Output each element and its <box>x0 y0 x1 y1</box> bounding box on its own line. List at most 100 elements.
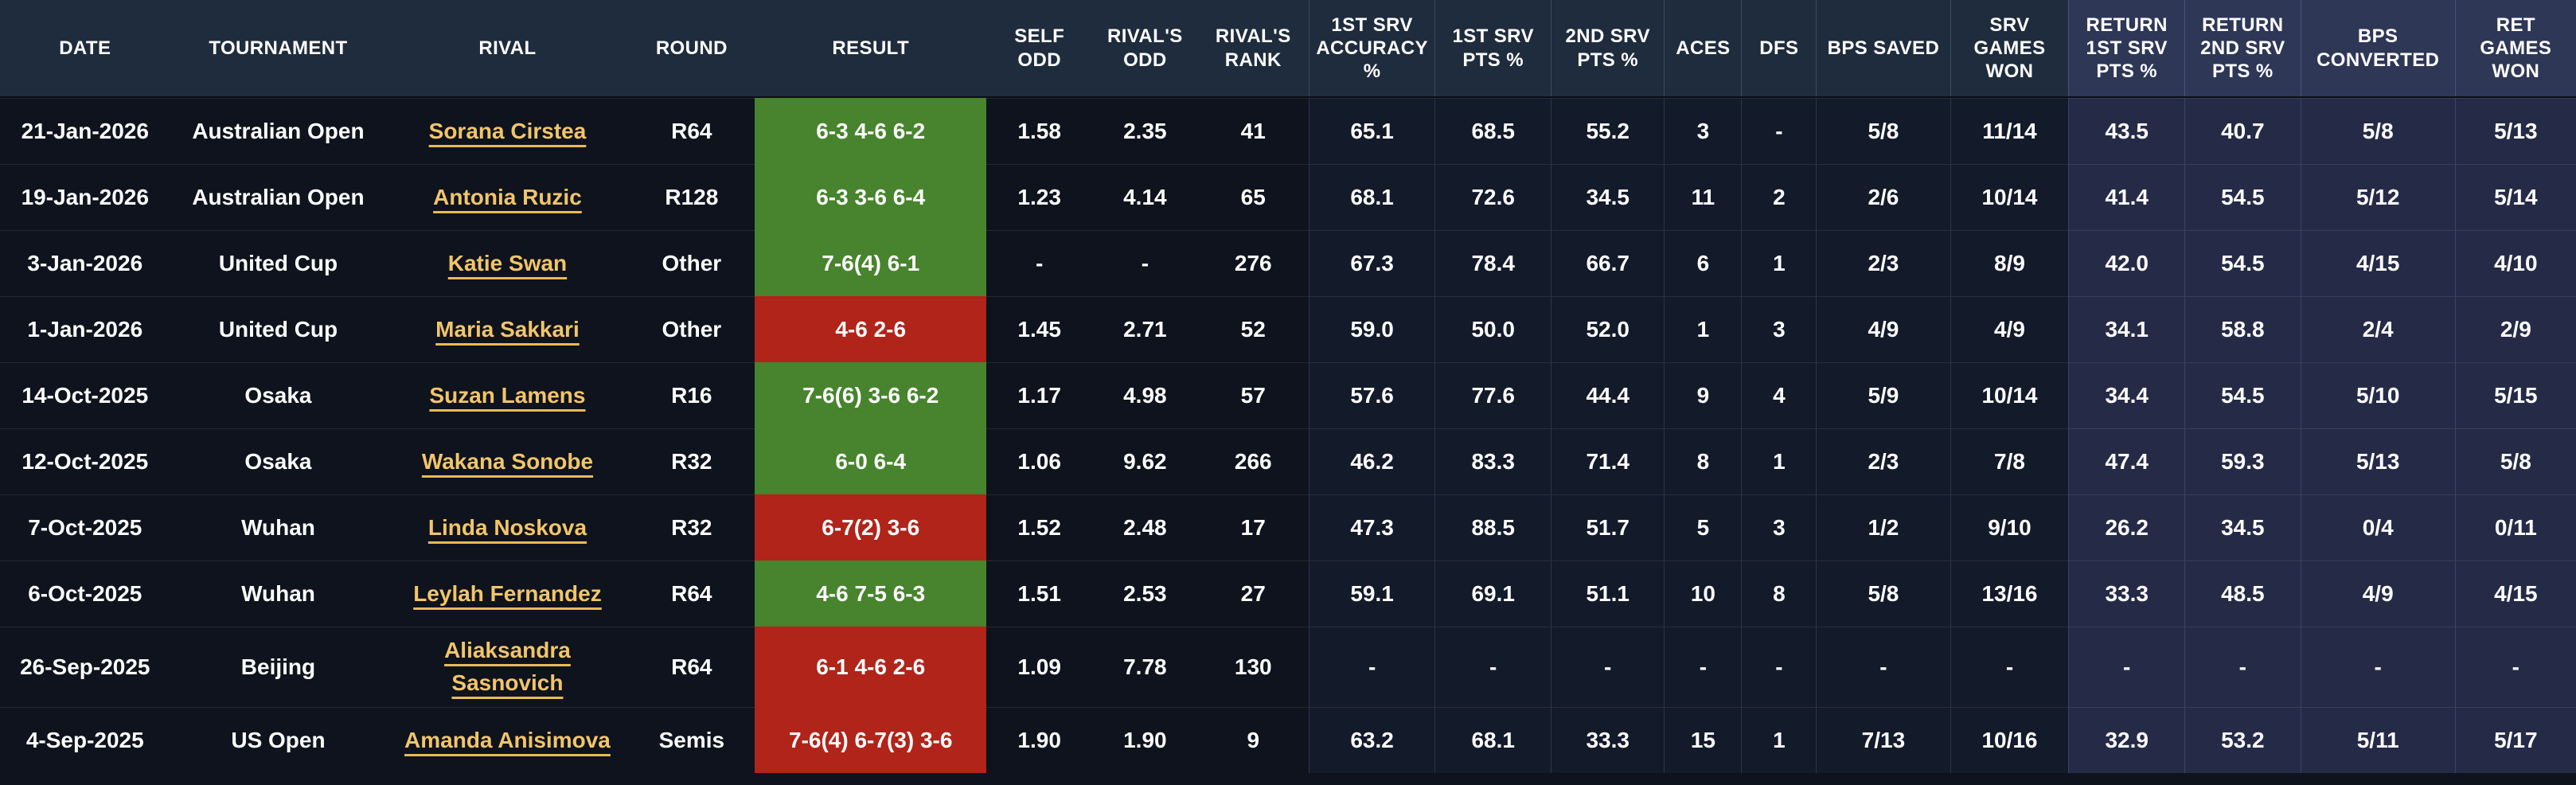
cell-date: 7-Oct-2025 <box>0 494 170 560</box>
cell-dfs: 4 <box>1741 362 1817 428</box>
cell-value: 68.1 <box>1471 728 1515 752</box>
cell-bps_saved: 2/3 <box>1816 428 1950 494</box>
cell-value: 5/13 <box>2494 119 2538 143</box>
column-header-label: RIVAL'S ODD <box>1107 25 1183 71</box>
cell-value: 9 <box>1696 383 1710 408</box>
rival-link[interactable]: Leylah Fernandez <box>413 580 602 606</box>
cell-value: 6-Oct-2025 <box>28 581 142 606</box>
cell-dfs: 3 <box>1741 494 1817 560</box>
cell-dfs: 3 <box>1741 296 1817 362</box>
cell-bps_saved: 2/3 <box>1816 230 1950 296</box>
cell-rival: Suzan Lamens <box>386 362 629 428</box>
rival-link[interactable]: Linda Noskova <box>427 514 587 540</box>
cell-value: 1.52 <box>1017 515 1061 540</box>
cell-value: 57 <box>1240 383 1266 408</box>
cell-value: 34.1 <box>2105 317 2149 342</box>
cell-rival: Maria Sakkari <box>386 296 629 362</box>
cell-value: 3 <box>1773 515 1786 540</box>
cell-value: 4/9 <box>2362 581 2394 606</box>
cell-date: 21-Jan-2026 <box>0 98 170 164</box>
cell-value: 26.2 <box>2105 515 2149 540</box>
cell-self_odd: 1.51 <box>986 560 1093 627</box>
cell-value: 10/14 <box>1981 383 2038 408</box>
cell-value: R64 <box>671 581 712 606</box>
cell-value: 3 <box>1773 317 1786 342</box>
cell-value: 68.1 <box>1350 185 1394 209</box>
cell-srv1_pts: 83.3 <box>1434 428 1551 494</box>
cell-rival: Antonia Ruzic <box>386 164 629 230</box>
cell-value: R16 <box>671 383 712 408</box>
cell-bps_converted: 5/8 <box>2300 98 2455 164</box>
cell-value: 57.6 <box>1350 383 1394 408</box>
cell-rival: Amanda Anisimova <box>386 707 629 773</box>
cell-value: - <box>1699 654 1708 679</box>
rival-link[interactable]: Maria Sakkari <box>435 316 580 342</box>
cell-value: 5/8 <box>1868 581 1899 606</box>
cell-rival_odd: 2.48 <box>1092 494 1198 560</box>
cell-ret_2nd: 58.8 <box>2184 296 2301 362</box>
cell-value: 7-6(6) 3-6 6-2 <box>802 382 939 408</box>
cell-value: 11/14 <box>1982 119 2037 143</box>
cell-value: 1.90 <box>1017 728 1061 752</box>
cell-ret_2nd: 53.2 <box>2184 707 2301 773</box>
cell-value: 5/15 <box>2494 383 2538 408</box>
cell-srv1_acc: 65.1 <box>1308 98 1435 164</box>
cell-value: 2/9 <box>2500 317 2531 342</box>
cell-value: 0/4 <box>2362 515 2394 540</box>
cell-tournament: Osaka <box>170 428 387 494</box>
cell-srv_games_won: 4/9 <box>1950 296 2069 362</box>
cell-srv1_pts: 69.1 <box>1434 560 1551 627</box>
cell-bps_saved: 2/6 <box>1816 164 1950 230</box>
rival-link[interactable]: Sorana Cirstea <box>428 118 587 143</box>
cell-value: 78.4 <box>1471 251 1515 275</box>
cell-value: - <box>2512 654 2519 679</box>
cell-value: US Open <box>231 728 326 752</box>
cell-value: 6-7(2) 3-6 <box>822 514 920 540</box>
cell-value: 54.5 <box>2221 251 2265 275</box>
rival-link[interactable]: Amanda Anisimova <box>404 727 611 752</box>
cell-srv1_pts: 50.0 <box>1434 296 1551 362</box>
cell-ret_games_won: 0/11 <box>2454 494 2576 560</box>
cell-value: 276 <box>1234 251 1272 275</box>
cell-dfs: 1 <box>1741 428 1817 494</box>
cell-value: 10 <box>1690 581 1715 606</box>
cell-aces: 8 <box>1664 428 1742 494</box>
rival-link[interactable]: Antonia Ruzic <box>433 184 582 209</box>
column-header-self_odd: SELF ODD <box>986 0 1092 96</box>
cell-value: Semis <box>658 728 725 752</box>
rival-link[interactable]: Katie Swan <box>447 250 568 275</box>
cell-srv_games_won: 10/14 <box>1950 362 2069 428</box>
cell-value: 33.3 <box>1586 728 1630 752</box>
cell-ret_1st: 42.0 <box>2068 230 2185 296</box>
cell-srv2_pts: 52.0 <box>1551 296 1665 362</box>
cell-value: 9/10 <box>1988 515 2032 540</box>
cell-value: 5/11 <box>2356 728 2399 752</box>
cell-value: 69.1 <box>1471 581 1515 606</box>
cell-value: - <box>1489 654 1497 679</box>
cell-value: 1 <box>1696 317 1710 342</box>
cell-srv2_pts: 34.5 <box>1551 164 1665 230</box>
cell-value: 4-Sep-2025 <box>25 728 144 752</box>
cell-value: 4/15 <box>2355 251 2400 275</box>
cell-srv2_pts: 71.4 <box>1551 428 1665 494</box>
cell-rival_rank: 65 <box>1197 164 1309 230</box>
cell-ret_2nd: 40.7 <box>2184 98 2301 164</box>
cell-bps_converted: 5/10 <box>2300 362 2455 428</box>
cell-value: 15 <box>1690 728 1715 752</box>
column-header-label: SRV GAMES WON <box>1973 14 2046 83</box>
rival-link[interactable]: Aliaksandra Sasnovich <box>444 638 571 695</box>
rival-link[interactable]: Suzan Lamens <box>429 382 586 408</box>
cell-round: R64 <box>628 560 755 627</box>
cell-rival: Linda Noskova <box>386 494 629 560</box>
rival-link[interactable]: Wakana Sonobe <box>421 448 594 474</box>
column-header-label: ROUND <box>655 37 728 59</box>
cell-bps_saved: 1/2 <box>1816 494 1950 560</box>
column-header-bps_saved: BPS SAVED <box>1816 0 1950 96</box>
cell-aces: 6 <box>1664 230 1742 296</box>
cell-round: Other <box>628 230 755 296</box>
cell-aces: 9 <box>1664 362 1742 428</box>
table-row: 4-Sep-2025 US Open Amanda Anisimova Semis 7-… <box>0 707 2576 773</box>
cell-value: 1.09 <box>1017 654 1061 679</box>
cell-self_odd: 1.09 <box>986 627 1093 707</box>
